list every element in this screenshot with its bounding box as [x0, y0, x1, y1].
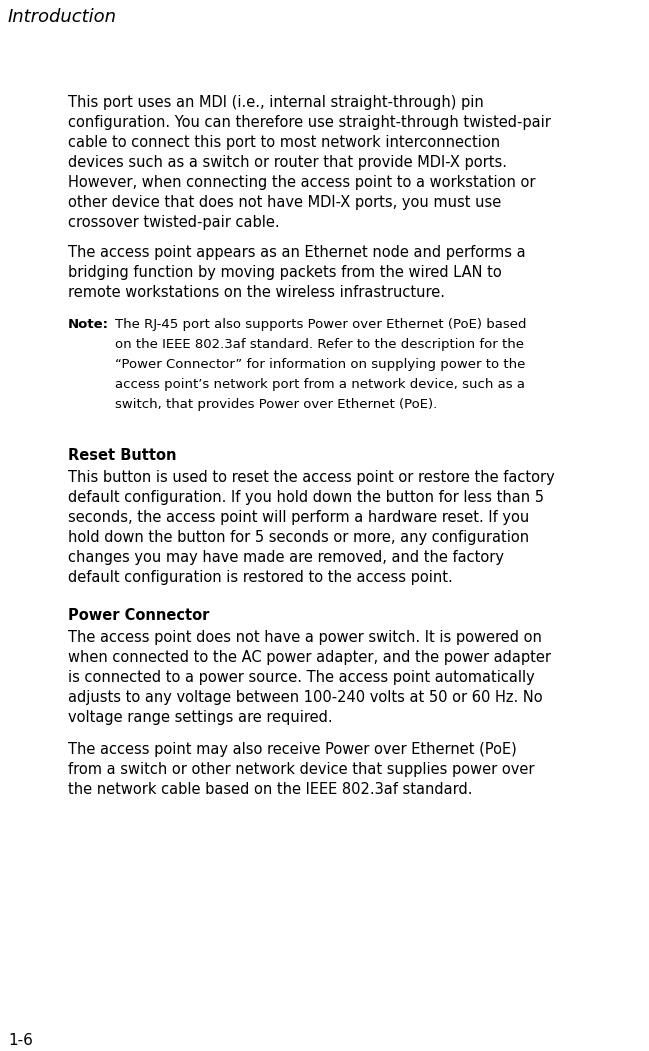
Text: crossover twisted-pair cable.: crossover twisted-pair cable. [68, 215, 280, 230]
Text: remote workstations on the wireless infrastructure.: remote workstations on the wireless infr… [68, 285, 445, 300]
Text: when connected to the AC power adapter, and the power adapter: when connected to the AC power adapter, … [68, 650, 551, 665]
Text: This button is used to reset the access point or restore the factory: This button is used to reset the access … [68, 470, 555, 485]
Text: on the IEEE 802.3af standard. Refer to the description for the: on the IEEE 802.3af standard. Refer to t… [115, 338, 524, 351]
Text: Note:: Note: [68, 318, 109, 331]
Text: default configuration is restored to the access point.: default configuration is restored to the… [68, 570, 453, 585]
Text: 1-6: 1-6 [8, 1033, 33, 1048]
Text: adjusts to any voltage between 100-240 volts at 50 or 60 Hz. No: adjusts to any voltage between 100-240 v… [68, 691, 543, 705]
Text: devices such as a switch or router that provide MDI-X ports.: devices such as a switch or router that … [68, 154, 507, 170]
Text: the network cable based on the IEEE 802.3af standard.: the network cable based on the IEEE 802.… [68, 782, 472, 797]
Text: The access point does not have a power switch. It is powered on: The access point does not have a power s… [68, 630, 542, 645]
Text: from a switch or other network device that supplies power over: from a switch or other network device th… [68, 762, 535, 777]
Text: Power Connector: Power Connector [68, 607, 210, 623]
Text: default configuration. If you hold down the button for less than 5: default configuration. If you hold down … [68, 490, 544, 504]
Text: bridging function by moving packets from the wired LAN to: bridging function by moving packets from… [68, 265, 502, 280]
Text: This port uses an MDI (i.e., internal straight-through) pin: This port uses an MDI (i.e., internal st… [68, 95, 484, 110]
Text: switch, that provides Power over Ethernet (PoE).: switch, that provides Power over Etherne… [115, 398, 437, 411]
Text: changes you may have made are removed, and the factory: changes you may have made are removed, a… [68, 550, 504, 565]
Text: “Power Connector” for information on supplying power to the: “Power Connector” for information on sup… [115, 358, 526, 371]
Text: access point’s network port from a network device, such as a: access point’s network port from a netwo… [115, 378, 525, 391]
Text: voltage range settings are required.: voltage range settings are required. [68, 710, 333, 725]
Text: The access point may also receive Power over Ethernet (PoE): The access point may also receive Power … [68, 742, 517, 757]
Text: configuration. You can therefore use straight-through twisted-pair: configuration. You can therefore use str… [68, 115, 551, 130]
Text: The RJ-45 port also supports Power over Ethernet (PoE) based: The RJ-45 port also supports Power over … [115, 318, 526, 331]
Text: Reset Button: Reset Button [68, 448, 177, 463]
Text: The access point appears as an Ethernet node and performs a: The access point appears as an Ethernet … [68, 245, 526, 260]
Text: other device that does not have MDI-X ports, you must use: other device that does not have MDI-X po… [68, 195, 501, 210]
Text: cable to connect this port to most network interconnection: cable to connect this port to most netwo… [68, 135, 500, 150]
Text: hold down the button for 5 seconds or more, any configuration: hold down the button for 5 seconds or mo… [68, 530, 529, 545]
Text: seconds, the access point will perform a hardware reset. If you: seconds, the access point will perform a… [68, 510, 529, 526]
Text: Introduction: Introduction [8, 8, 117, 26]
Text: However, when connecting the access point to a workstation or: However, when connecting the access poin… [68, 176, 535, 190]
Text: is connected to a power source. The access point automatically: is connected to a power source. The acce… [68, 669, 535, 685]
